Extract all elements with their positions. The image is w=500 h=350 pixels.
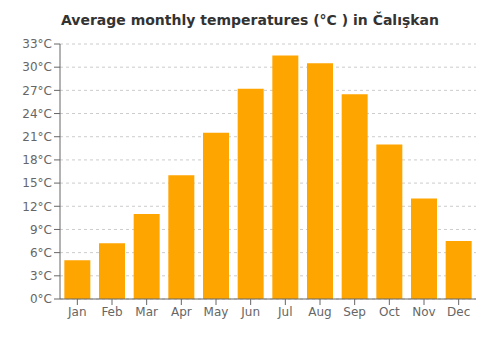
svg-text:3°C: 3°C <box>30 269 52 283</box>
svg-text:Oct: Oct <box>379 305 400 319</box>
svg-text:27°C: 27°C <box>22 84 52 98</box>
svg-text:Dec: Dec <box>447 305 470 319</box>
svg-text:30°C: 30°C <box>22 60 52 74</box>
svg-text:May: May <box>204 305 229 319</box>
svg-text:33°C: 33°C <box>22 37 52 51</box>
svg-text:Mar: Mar <box>135 305 158 319</box>
svg-text:6°C: 6°C <box>30 246 52 260</box>
svg-text:0°C: 0°C <box>30 292 52 306</box>
svg-text:12°C: 12°C <box>22 200 52 214</box>
svg-text:21°C: 21°C <box>22 130 52 144</box>
svg-text:Sep: Sep <box>343 305 366 319</box>
svg-text:18°C: 18°C <box>22 153 52 167</box>
svg-text:Jul: Jul <box>277 305 292 319</box>
svg-text:Apr: Apr <box>171 305 192 319</box>
svg-text:15°C: 15°C <box>22 176 52 190</box>
svg-text:Feb: Feb <box>101 305 122 319</box>
svg-text:Aug: Aug <box>308 305 331 319</box>
svg-text:Nov: Nov <box>412 305 435 319</box>
svg-text:24°C: 24°C <box>22 107 52 121</box>
svg-text:Jan: Jan <box>67 305 87 319</box>
svg-text:Jun: Jun <box>240 305 260 319</box>
svg-text:9°C: 9°C <box>30 223 52 237</box>
html-text:Average monthly temperatures (: Average monthly temperatures (°C ) in Ča… <box>61 12 439 28</box>
